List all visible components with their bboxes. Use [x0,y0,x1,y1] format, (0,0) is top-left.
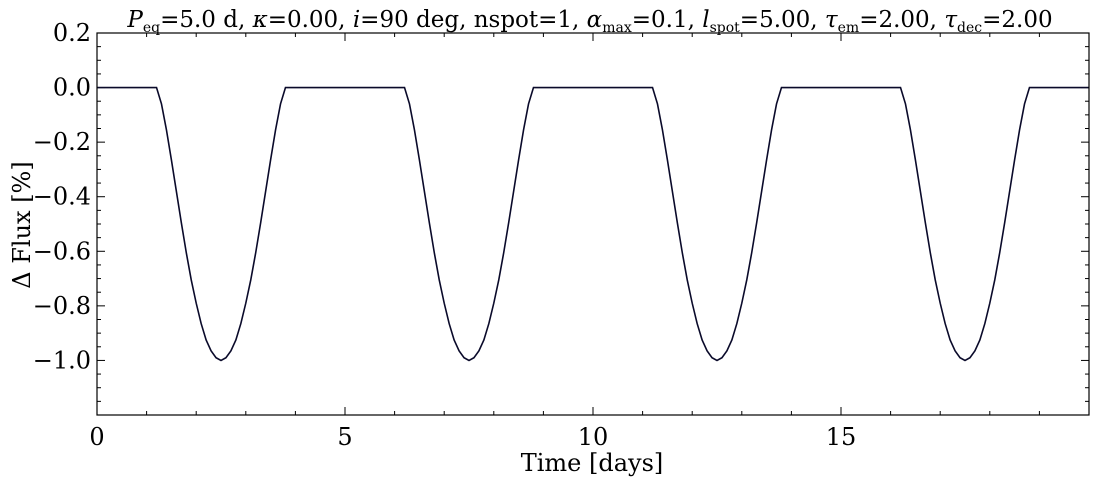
flux-series-line [97,86,1089,362]
title-part: P [126,7,143,33]
title-part: em [838,20,860,36]
title-part: =2.00 [982,7,1052,33]
title-part: =5.00, [740,7,825,33]
title-part: =2.00, [859,7,944,33]
y-tick-label: 0.2 [53,19,91,47]
y-tick-label: −0.8 [33,292,91,320]
title-part: l [702,7,709,33]
title-part: κ [252,7,268,33]
title-part: =0.1, [632,7,702,33]
y-tick-label: −0.6 [33,237,91,265]
y-tick-label: −0.2 [33,128,91,156]
y-axis-ticks: 0.2 0.0 −0.2 −0.4 −0.6 −0.8 −1.0 [33,19,1089,402]
title-part: τ [944,7,958,33]
title-part: spot [710,20,741,36]
x-tick-label: 15 [826,423,857,451]
y-axis-label: Δ Flux [%] [8,161,36,288]
x-tick-label: 10 [578,423,609,451]
title-part: =90 deg, nspot=1, [360,7,587,33]
title-part: τ [825,7,839,33]
title-part: =0.00, [268,7,353,33]
x-tick-label: 5 [337,423,352,451]
x-tick-label: 0 [89,423,104,451]
y-tick-label: −1.0 [33,346,91,374]
title-part: α [587,7,603,33]
y-tick-label: −0.4 [33,183,91,211]
title-part: =5.0 d, [160,7,253,33]
y-tick-label: 0.0 [53,74,91,102]
x-axis-label: Time [days] [521,449,664,477]
plot-frame [96,32,1090,416]
title-part: i [353,7,360,33]
title-part: dec [957,20,982,36]
chart-title: Peq=5.0 d, κ=0.00, i=90 deg, nspot=1, αm… [126,7,1052,36]
title-part: eq [143,20,160,36]
x-axis-ticks: 0 5 10 15 [89,33,1040,451]
title-part: max [602,20,632,36]
